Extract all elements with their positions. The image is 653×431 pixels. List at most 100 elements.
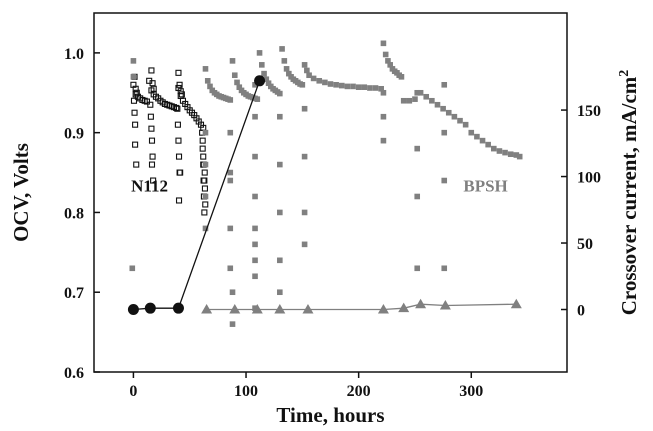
series-n112_ocv — [130, 67, 209, 216]
data-point — [201, 185, 208, 192]
data-point — [496, 148, 503, 154]
y2-tick-label: 100 — [577, 170, 601, 187]
data-point — [380, 113, 387, 120]
data-point — [227, 169, 234, 176]
data-point — [344, 83, 351, 90]
data-point — [199, 145, 206, 152]
data-point — [130, 74, 137, 80]
data-point — [259, 62, 265, 68]
data-point — [132, 141, 139, 148]
data-point — [387, 62, 393, 68]
data-point — [202, 225, 209, 232]
data-point — [148, 137, 156, 144]
data-point — [382, 51, 389, 58]
data-point — [256, 50, 263, 56]
data-point — [372, 85, 379, 91]
data-point — [414, 89, 421, 96]
data-point — [143, 98, 150, 105]
x-tick-label: 0 — [129, 383, 137, 400]
data-point — [133, 161, 140, 168]
data-point — [277, 257, 283, 264]
data-point — [148, 67, 155, 74]
data-point — [202, 129, 209, 136]
data-point — [204, 78, 211, 84]
data-point — [251, 304, 263, 314]
data-point — [398, 74, 405, 80]
data-point — [277, 90, 283, 97]
data-point — [172, 302, 184, 314]
data-point — [175, 153, 183, 160]
data-point — [265, 80, 272, 87]
series-bpsh_crossover — [201, 298, 522, 314]
data-point — [429, 97, 435, 104]
y2-axis-title: Crossover current, mA/cm2 — [617, 70, 641, 316]
data-point — [474, 133, 480, 140]
y2-tick-label: 150 — [577, 103, 601, 120]
data-point — [132, 121, 139, 128]
data-point — [414, 193, 421, 200]
y2-tick-label: 50 — [577, 236, 593, 253]
data-point — [439, 300, 451, 310]
data-point — [252, 273, 258, 280]
data-point — [301, 62, 308, 68]
data-point — [445, 109, 452, 116]
data-point — [148, 125, 155, 132]
data-point — [367, 85, 373, 91]
data-point — [130, 58, 137, 64]
data-point — [301, 153, 308, 160]
data-point — [423, 93, 430, 100]
data-point — [173, 104, 180, 111]
data-point — [414, 265, 421, 272]
data-point — [263, 76, 270, 83]
data-point — [202, 193, 209, 200]
data-point — [229, 58, 236, 64]
x-tick-label: 200 — [347, 383, 371, 400]
data-point — [254, 75, 266, 87]
data-point — [277, 289, 283, 296]
data-point — [132, 85, 139, 92]
x-tick-label: 300 — [459, 383, 483, 400]
data-point — [252, 82, 258, 88]
data-point — [507, 151, 514, 158]
data-point — [133, 89, 140, 96]
data-point — [149, 80, 156, 87]
x-axis-title: Time, hours — [276, 403, 384, 427]
y-axis-title: OCV, Volts — [9, 143, 33, 242]
data-point — [415, 298, 427, 309]
data-point — [252, 225, 258, 232]
data-point — [252, 241, 258, 248]
data-point — [434, 101, 441, 108]
data-point — [441, 265, 448, 272]
data-point — [299, 82, 306, 88]
data-point — [229, 321, 236, 327]
data-point — [131, 109, 138, 116]
x-tick-label: 100 — [234, 383, 258, 400]
y2-axis-title-main: Crossover current, mA/cm — [617, 76, 641, 315]
y2-tick-label: 0 — [577, 303, 585, 320]
data-point — [274, 304, 286, 314]
data-point — [350, 83, 356, 90]
data-point — [283, 66, 290, 72]
data-point — [174, 105, 181, 112]
data-point — [177, 169, 184, 176]
data-point — [150, 177, 157, 184]
data-point — [149, 153, 156, 160]
data-point — [199, 137, 206, 144]
data-point — [485, 141, 491, 148]
data-point — [175, 137, 182, 144]
data-point — [441, 82, 448, 88]
data-point — [252, 257, 258, 264]
data-point — [144, 302, 156, 314]
data-point — [451, 113, 458, 120]
plot-frame — [93, 12, 568, 373]
data-point — [227, 97, 234, 103]
data-point — [301, 241, 308, 248]
data-point — [286, 70, 292, 77]
y-tick-label: 0.8 — [64, 205, 84, 222]
y-tick-label: 0.7 — [64, 285, 84, 302]
data-point — [227, 225, 234, 232]
data-point — [302, 304, 314, 314]
data-point — [147, 113, 154, 120]
